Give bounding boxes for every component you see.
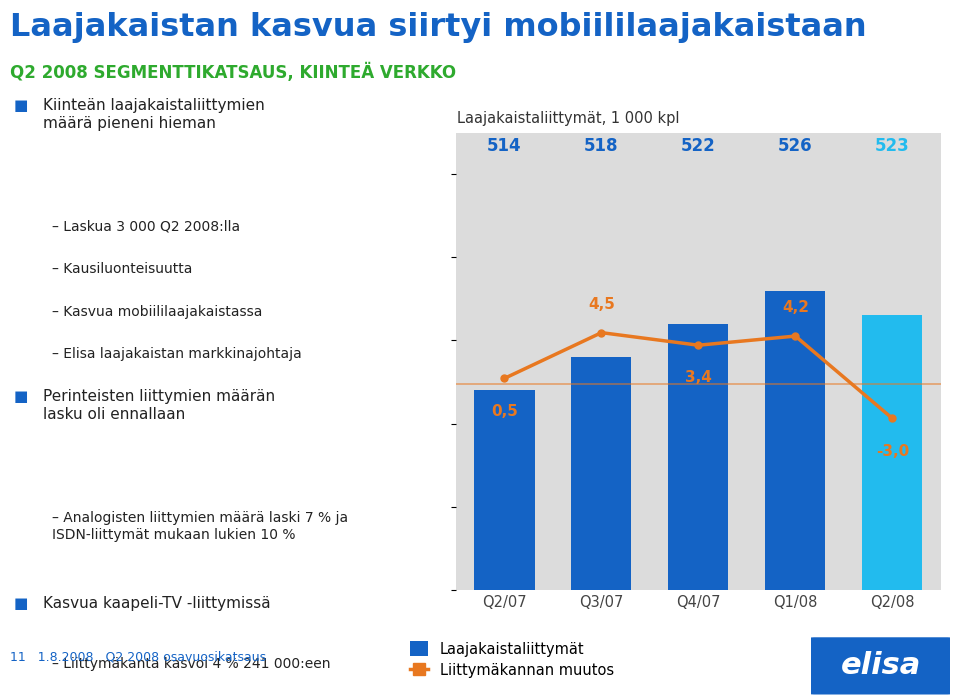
Text: 11   1.8.2008   Q2 2008 osavuosikatsaus: 11 1.8.2008 Q2 2008 osavuosikatsaus <box>10 651 266 664</box>
Text: – Liittymäkanta kasvoi 4 % 241 000:een: – Liittymäkanta kasvoi 4 % 241 000:een <box>52 658 330 671</box>
Text: – Laskua 3 000 Q2 2008:lla: – Laskua 3 000 Q2 2008:lla <box>52 220 240 234</box>
Bar <box>668 324 729 698</box>
Legend: Laajakaistaliittymät, Liittymäkannan muutos: Laajakaistaliittymät, Liittymäkannan muu… <box>411 641 613 678</box>
Text: 514: 514 <box>487 137 522 155</box>
Text: – Kausiluonteisuutta: – Kausiluonteisuutta <box>52 262 192 276</box>
Text: 0,5: 0,5 <box>492 403 517 419</box>
Text: -3,0: -3,0 <box>876 443 909 459</box>
Text: Laajakaistaliittymät, 1 000 kpl: Laajakaistaliittymät, 1 000 kpl <box>457 111 680 126</box>
Text: ■: ■ <box>13 596 28 611</box>
Text: 526: 526 <box>778 137 813 155</box>
Text: elisa: elisa <box>841 651 921 681</box>
Text: 3,4: 3,4 <box>685 371 711 385</box>
Text: Q2 2008 SEGMENTTIKATSAUS, KIINTEÄ VERKKO: Q2 2008 SEGMENTTIKATSAUS, KIINTEÄ VERKKO <box>10 64 456 82</box>
Bar <box>765 290 826 698</box>
Text: Kasvua kaapeli-TV -liittymissä: Kasvua kaapeli-TV -liittymissä <box>43 596 271 611</box>
Text: ■: ■ <box>13 389 28 404</box>
Text: ■: ■ <box>13 98 28 112</box>
Text: Laajakaistan kasvua siirtyi mobiililaajakaistaan: Laajakaistan kasvua siirtyi mobiililaaja… <box>10 12 866 43</box>
Bar <box>862 315 923 698</box>
Text: 523: 523 <box>875 137 910 155</box>
Text: Perinteisten liittymien määrän
lasku oli ennallaan: Perinteisten liittymien määrän lasku oli… <box>43 389 276 422</box>
Bar <box>571 357 632 698</box>
Bar <box>474 390 535 698</box>
FancyBboxPatch shape <box>807 637 954 695</box>
Text: – Analogisten liittymien määrä laski 7 % ja
ISDN-liittymät mukaan lukien 10 %: – Analogisten liittymien määrä laski 7 %… <box>52 512 348 542</box>
Text: Kiinteän laajakaistaliittymien
määrä pieneni hieman: Kiinteän laajakaistaliittymien määrä pie… <box>43 98 265 131</box>
Text: 4,2: 4,2 <box>781 301 809 315</box>
Text: – Elisa laajakaistan markkinajohtaja: – Elisa laajakaistan markkinajohtaja <box>52 347 301 361</box>
Text: 4,5: 4,5 <box>588 297 614 312</box>
Text: – Kasvua mobiililaajakaistassa: – Kasvua mobiililaajakaistassa <box>52 304 262 318</box>
Text: 518: 518 <box>585 137 618 155</box>
Text: 522: 522 <box>681 137 716 155</box>
